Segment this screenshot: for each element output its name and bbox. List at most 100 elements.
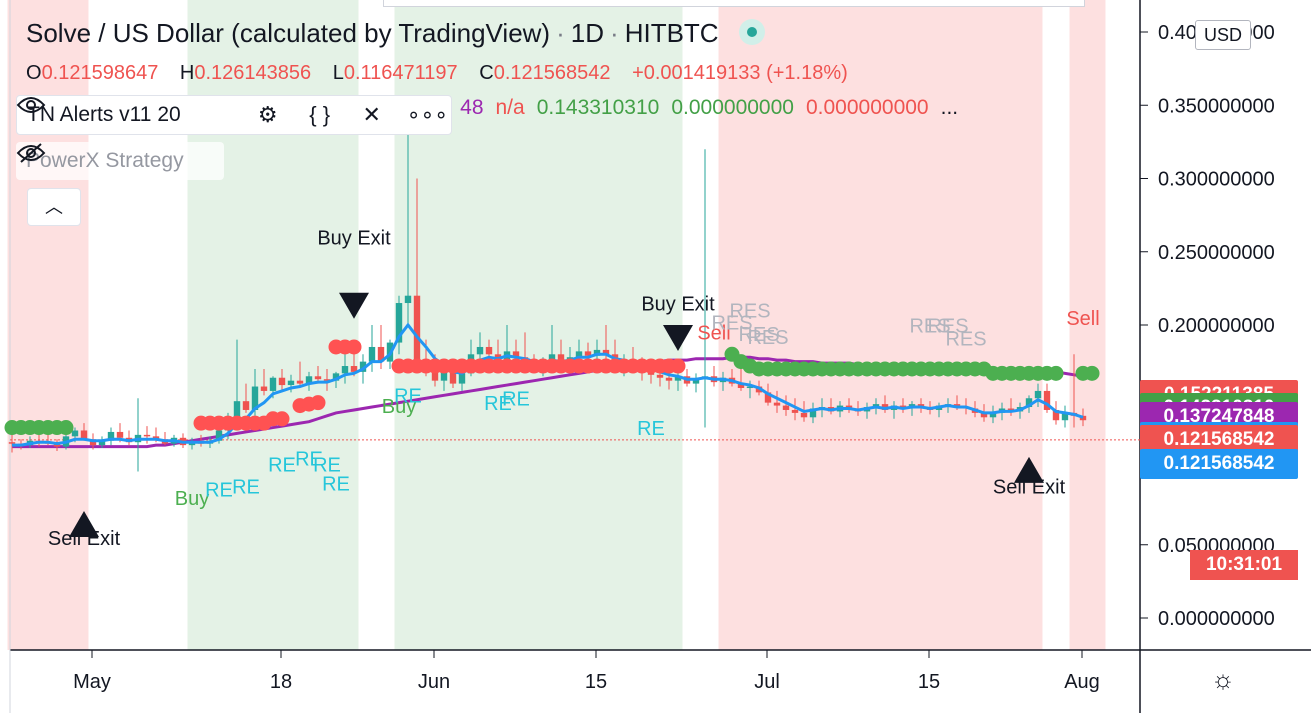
candle-body[interactable] bbox=[440, 371, 448, 381]
candle-body[interactable] bbox=[431, 368, 439, 381]
candle-body[interactable] bbox=[359, 361, 367, 372]
collapse-legend-button[interactable]: ︿ bbox=[27, 188, 81, 226]
candle-body[interactable] bbox=[989, 412, 997, 418]
candle-body[interactable] bbox=[350, 366, 358, 372]
trail-dot-red bbox=[670, 358, 686, 374]
x-tick-label: 18 bbox=[270, 671, 292, 693]
braces-icon[interactable]: { } bbox=[309, 102, 331, 127]
candle-body[interactable] bbox=[1079, 415, 1087, 421]
candle-body[interactable] bbox=[791, 409, 799, 413]
candle-body[interactable] bbox=[395, 303, 403, 343]
candle-body[interactable] bbox=[107, 431, 115, 441]
candle-body[interactable] bbox=[116, 431, 124, 438]
high-label: H bbox=[179, 62, 195, 84]
exit-down-triangle bbox=[663, 325, 693, 351]
trail-dot-red bbox=[274, 411, 290, 427]
candle-body[interactable] bbox=[143, 434, 151, 437]
currency-button[interactable]: USD bbox=[1195, 20, 1251, 50]
signal-label: RE bbox=[295, 449, 323, 471]
candle-body[interactable] bbox=[449, 371, 457, 384]
candle-body[interactable] bbox=[602, 349, 610, 355]
candle-body[interactable] bbox=[1034, 390, 1042, 399]
candle-body[interactable] bbox=[665, 377, 673, 381]
candle-body[interactable] bbox=[773, 402, 781, 406]
more-icon[interactable]: ∘∘∘ bbox=[406, 102, 449, 127]
close-icon[interactable]: ✕ bbox=[362, 102, 381, 127]
candle-body[interactable] bbox=[269, 377, 277, 391]
candle-body[interactable] bbox=[674, 376, 682, 381]
candle-body[interactable] bbox=[377, 346, 385, 362]
candle-body[interactable] bbox=[314, 376, 322, 380]
candle-body[interactable] bbox=[1061, 412, 1069, 421]
axis-settings-gear-icon[interactable]: ☼ bbox=[1211, 664, 1235, 694]
trail-dot-green bbox=[1048, 365, 1064, 381]
candle-body[interactable] bbox=[98, 440, 106, 446]
market-status-icon[interactable] bbox=[738, 19, 765, 46]
signal-label: Sell Exit bbox=[993, 476, 1066, 498]
candle-body[interactable] bbox=[512, 351, 520, 358]
candle-body[interactable] bbox=[260, 386, 268, 391]
candle-body[interactable] bbox=[215, 430, 223, 441]
y-tick-label: 0.300000000 bbox=[1158, 169, 1275, 191]
candle-body[interactable] bbox=[287, 380, 295, 386]
open-label: O bbox=[26, 62, 42, 84]
candle-body[interactable] bbox=[368, 346, 376, 362]
candle-body[interactable] bbox=[458, 373, 466, 384]
candle-body[interactable] bbox=[485, 346, 493, 355]
candle-body[interactable] bbox=[404, 295, 412, 304]
candle-body[interactable] bbox=[413, 295, 421, 362]
signal-label: RES bbox=[747, 327, 788, 349]
candle-body[interactable] bbox=[692, 379, 700, 384]
candle-body[interactable] bbox=[476, 346, 484, 355]
candle-body[interactable] bbox=[575, 351, 583, 358]
trail-dot-red bbox=[310, 395, 326, 411]
sell-zone bbox=[718, 0, 1043, 650]
candle-body[interactable] bbox=[80, 430, 88, 440]
candle-body[interactable] bbox=[584, 351, 592, 356]
candle-body[interactable] bbox=[656, 374, 664, 378]
candle-body[interactable] bbox=[242, 401, 250, 410]
hidden-study-name[interactable]: PowerX Strategy bbox=[26, 149, 184, 172]
candle-body[interactable] bbox=[1025, 398, 1033, 408]
candle-body[interactable] bbox=[764, 392, 772, 403]
symbol-title[interactable]: Solve / US Dollar (calculated by Trading… bbox=[26, 18, 551, 48]
candle-body[interactable] bbox=[557, 354, 565, 362]
candle-body[interactable] bbox=[296, 380, 304, 384]
study-value: n/a bbox=[495, 96, 525, 119]
candle-body[interactable] bbox=[800, 412, 808, 418]
signal-label: RE bbox=[484, 393, 512, 415]
candle-body[interactable] bbox=[233, 401, 241, 422]
candle-body[interactable] bbox=[1052, 409, 1060, 421]
close-value: 0.121568542 bbox=[493, 62, 611, 84]
candle-body[interactable] bbox=[980, 412, 988, 418]
candle-body[interactable] bbox=[809, 408, 817, 418]
study-name[interactable]: TN Alerts v11 20 bbox=[27, 103, 181, 126]
gear-icon[interactable]: ⚙ bbox=[257, 102, 278, 127]
candle-body[interactable] bbox=[1043, 390, 1051, 410]
candle-body[interactable] bbox=[737, 383, 745, 388]
candle-body[interactable] bbox=[746, 386, 754, 389]
candle-body[interactable] bbox=[305, 376, 313, 384]
signal-label: RE bbox=[232, 476, 260, 498]
candle-body[interactable] bbox=[71, 430, 79, 437]
candle-body[interactable] bbox=[251, 386, 259, 410]
study-legend[interactable]: TN Alerts v11 20 ⚙ { } ✕ ∘∘∘ bbox=[16, 95, 452, 135]
interval-label[interactable]: 1D bbox=[570, 18, 605, 48]
x-tick-label: May bbox=[73, 671, 111, 693]
candle-body[interactable] bbox=[341, 366, 349, 374]
x-tick-label: 15 bbox=[918, 671, 940, 693]
candle-body[interactable] bbox=[323, 379, 331, 381]
candle-body[interactable] bbox=[332, 373, 340, 381]
symbol-title-row: Solve / US Dollar (calculated by Trading… bbox=[26, 18, 765, 49]
candle-body[interactable] bbox=[782, 405, 790, 410]
candle-body[interactable] bbox=[278, 377, 286, 386]
separator-dot: · bbox=[610, 18, 619, 48]
signal-label: RE bbox=[322, 474, 350, 496]
x-tick-label: Aug bbox=[1064, 671, 1100, 693]
candle-body[interactable] bbox=[8, 442, 16, 444]
ohlc-row: O0.121598647 H0.126143856 L0.116471197 C… bbox=[26, 62, 864, 85]
hidden-study-legend[interactable]: PowerX Strategy bbox=[16, 142, 224, 180]
exit-down-triangle bbox=[339, 292, 369, 319]
signal-label: RES bbox=[945, 329, 986, 351]
signal-label: RES bbox=[927, 315, 968, 337]
